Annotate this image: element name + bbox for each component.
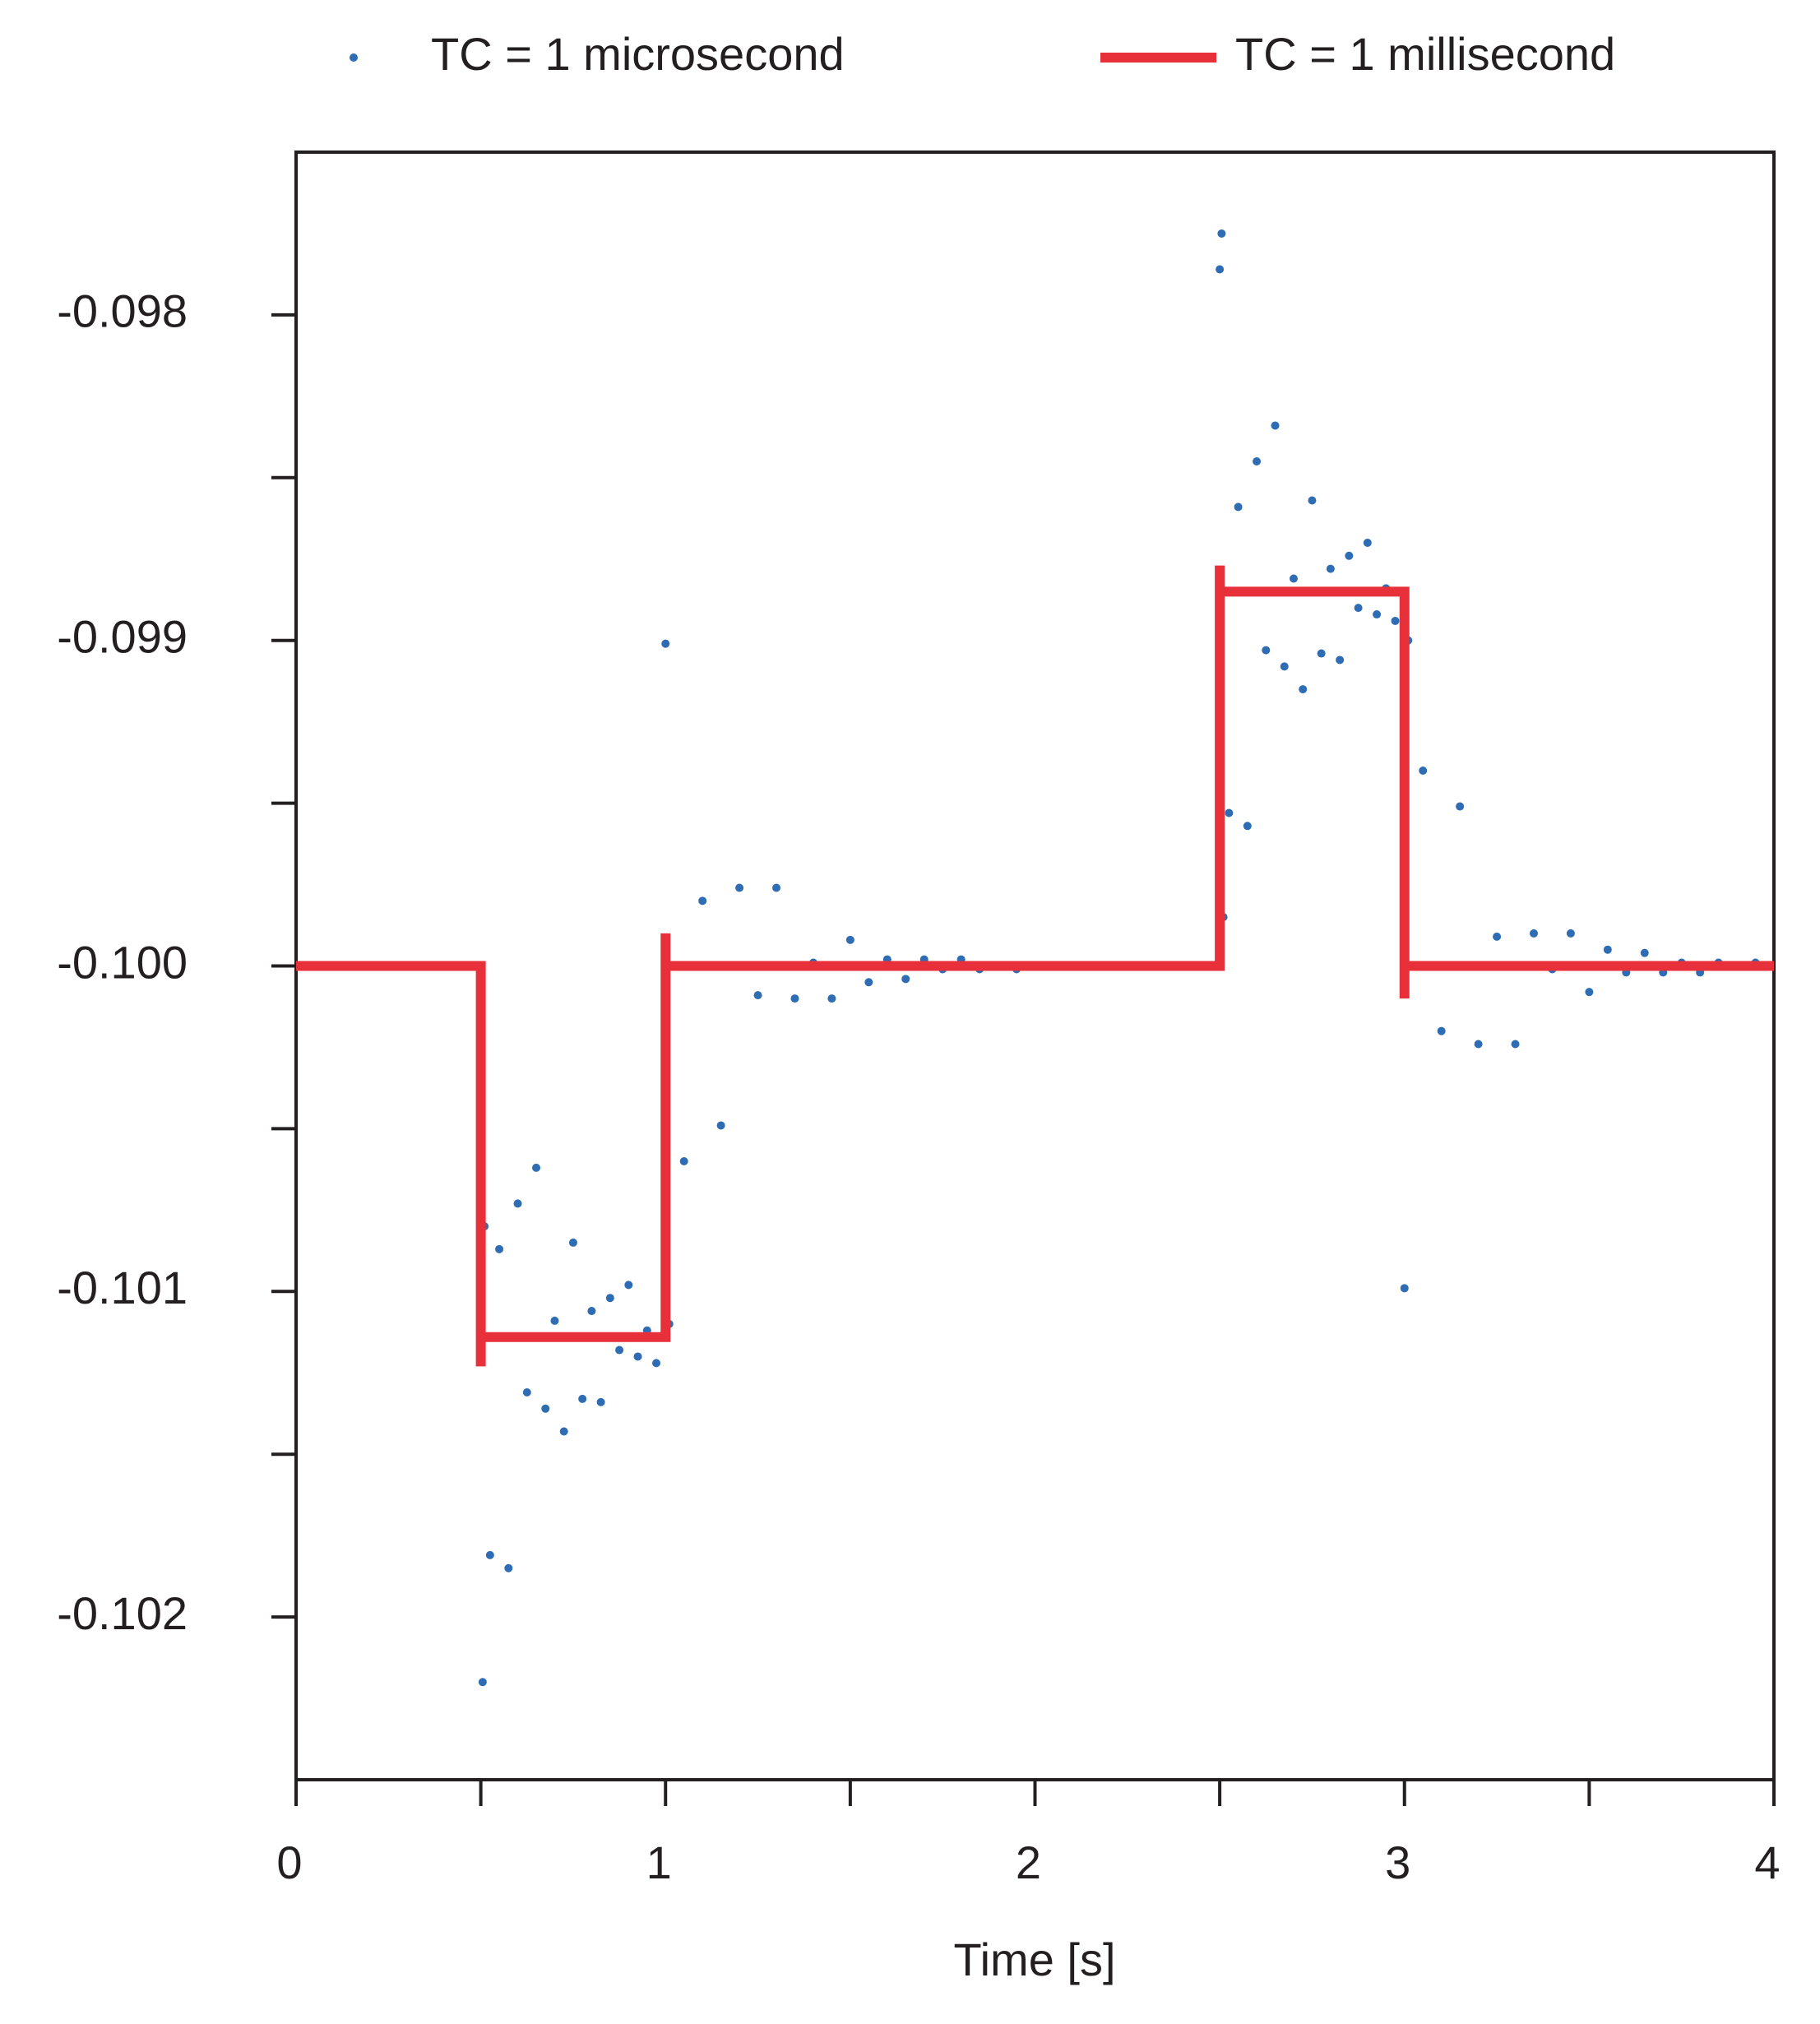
data-point [1391, 616, 1400, 625]
data-point [1280, 662, 1289, 671]
data-point [1640, 948, 1649, 957]
data-point [1493, 932, 1502, 941]
data-point [845, 935, 854, 944]
y-tick-label: -0.100 [57, 936, 188, 988]
data-point [615, 1345, 624, 1355]
data-point [1566, 929, 1575, 938]
data-point [1345, 551, 1354, 560]
data-point [1217, 229, 1226, 238]
data-point [1289, 574, 1298, 583]
y-tick-label: -0.098 [57, 285, 188, 337]
data-point [596, 1397, 605, 1406]
x-tick-label: 2 [1016, 1836, 1041, 1888]
data-point [587, 1307, 596, 1316]
data-point [1299, 685, 1308, 694]
x-tick-label: 1 [646, 1836, 672, 1888]
data-point [1419, 767, 1428, 776]
data-point [478, 1678, 487, 1687]
data-point [1474, 1040, 1483, 1049]
data-point [735, 883, 744, 892]
data-point [568, 1238, 577, 1247]
data-point [522, 1387, 531, 1396]
data-point [1354, 604, 1363, 613]
data-point [1373, 610, 1382, 619]
data-point [1529, 929, 1538, 938]
data-point [652, 1359, 661, 1368]
x-tick-label: 3 [1385, 1836, 1410, 1888]
data-point [698, 896, 707, 905]
data-point [772, 883, 781, 892]
data-point [633, 1352, 642, 1361]
data-point [1253, 457, 1262, 466]
data-point [1271, 421, 1280, 430]
data-point [1437, 1026, 1446, 1035]
y-tick-label: -0.099 [57, 610, 188, 662]
data-point [1262, 646, 1271, 655]
data-point [624, 1281, 633, 1290]
data-point [541, 1404, 550, 1413]
data-point [1456, 802, 1465, 811]
data-point [550, 1316, 559, 1325]
data-point [513, 1199, 522, 1208]
data-point [1603, 945, 1612, 954]
data-point [504, 1563, 513, 1572]
legend-marker [350, 53, 358, 62]
x-tick-label: 4 [1754, 1836, 1780, 1888]
data-point [1400, 1284, 1409, 1293]
data-point [1234, 503, 1243, 512]
data-point [753, 991, 762, 1000]
data-point [1363, 538, 1372, 547]
data-point [1225, 808, 1234, 817]
data-point [827, 994, 836, 1003]
data-point [1216, 265, 1225, 274]
data-point [495, 1244, 504, 1253]
data-point [1326, 564, 1335, 573]
data-point [901, 975, 910, 984]
data-point [1511, 1040, 1520, 1049]
data-point [559, 1427, 568, 1436]
legend-label: TC = 1 millisecond [1235, 28, 1615, 80]
data-point [1336, 655, 1345, 665]
data-point [532, 1163, 541, 1172]
data-point [1317, 649, 1326, 658]
data-point [790, 994, 799, 1003]
data-point [716, 1121, 725, 1130]
data-point [679, 1156, 688, 1165]
data-line [296, 565, 1774, 1367]
data-point [864, 978, 873, 987]
y-tick-label: -0.102 [57, 1587, 188, 1639]
x-tick-label: 0 [276, 1836, 302, 1888]
y-tick-label: -0.101 [57, 1262, 188, 1313]
data-point [661, 639, 670, 648]
x-axis-label: Time [s] [953, 1934, 1115, 1985]
data-point [1308, 496, 1317, 505]
data-point [1585, 988, 1594, 997]
data-point [605, 1294, 614, 1303]
data-point [1243, 822, 1252, 831]
data-point [578, 1394, 587, 1403]
legend-label: TC = 1 microsecond [431, 28, 845, 80]
data-point [485, 1550, 494, 1559]
